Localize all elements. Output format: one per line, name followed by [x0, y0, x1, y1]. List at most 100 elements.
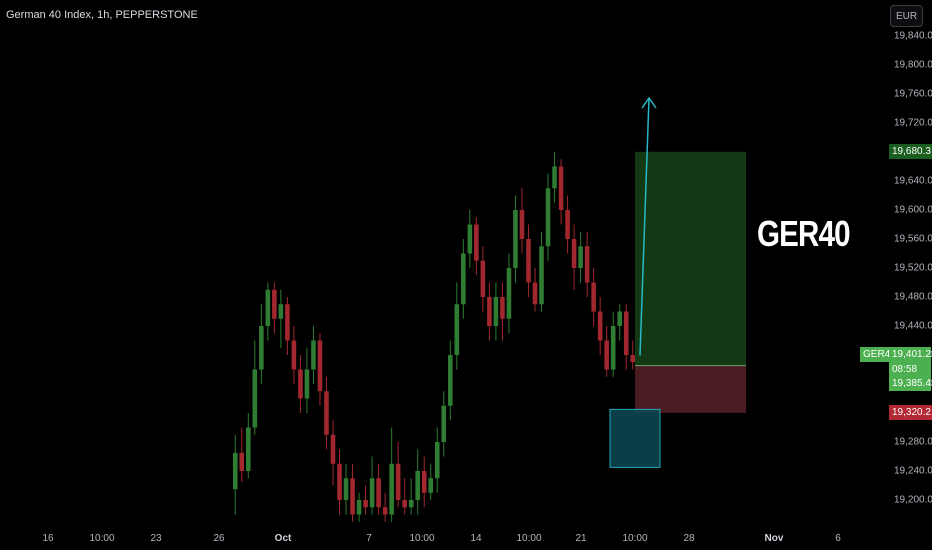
candle-body: [232, 452, 238, 490]
currency-button[interactable]: EUR: [890, 5, 923, 27]
price-chart[interactable]: [0, 0, 858, 524]
candle-body: [519, 210, 525, 239]
candle-body: [441, 405, 447, 442]
price-tick-label: 19,800.0: [894, 59, 932, 71]
candle-body: [246, 427, 251, 471]
candle-body: [324, 391, 329, 435]
price-tick-label: 19,440.0: [894, 320, 932, 332]
current-price-tag: 19,401.2: [889, 346, 931, 362]
time-tick-label: 23: [150, 533, 162, 544]
time-axis[interactable]: 16 10:00 23 26 Oct 7 10:00 14 10:00 21 10:00 28 Nov 6: [0, 524, 858, 550]
price-tick-label: 19,720.0: [894, 117, 932, 129]
candle-body: [363, 500, 368, 508]
candle-body: [539, 246, 544, 305]
price-tick-label: 19,480.0: [894, 291, 932, 303]
candle-body: [291, 340, 297, 370]
price-tick-label: 19,640.0: [894, 175, 932, 187]
candle-body: [584, 246, 590, 283]
candle-body: [259, 326, 264, 370]
price-tick-label: 19,240.0: [894, 465, 932, 477]
candle-body: [480, 260, 486, 297]
price-tick-label: 19,520.0: [894, 262, 932, 274]
candle-body: [467, 224, 473, 254]
candle-body: [532, 282, 538, 305]
candle-body: [552, 166, 557, 189]
price-tick-label: 19,280.0: [894, 436, 932, 448]
time-tick-label: 21: [575, 533, 587, 544]
candle-body: [415, 471, 420, 500]
candle-body: [428, 478, 434, 493]
candle-body: [513, 210, 518, 268]
candle-body: [265, 289, 271, 326]
price-tick-label: 19,760.0: [894, 88, 932, 100]
long-position-loss-zone[interactable]: [635, 365, 746, 413]
candle-body: [558, 166, 564, 210]
candle-body: [298, 369, 303, 399]
price-tick-label: 19,840.0: [894, 30, 932, 42]
candle-body: [304, 369, 310, 399]
time-tick-label: 16: [42, 533, 54, 544]
projection-arrow-head: [641, 96, 657, 109]
candle-body: [350, 478, 355, 515]
projection-arrow-line[interactable]: [639, 97, 650, 356]
candle-body: [239, 452, 245, 471]
entry-price-tag: 19,385.4: [889, 376, 931, 392]
price-tick-label: 19,560.0: [894, 233, 932, 245]
time-tick-label: 6: [835, 533, 841, 544]
price-tick-label: 19,200.0: [894, 494, 932, 506]
time-tick-label: Oct: [274, 533, 292, 544]
candle-body: [389, 463, 394, 515]
candle-body: [408, 500, 414, 508]
candle-body: [356, 500, 362, 515]
candle-body: [610, 326, 616, 370]
candle-body: [252, 369, 258, 428]
candle-body: [337, 463, 342, 500]
time-tick-label: 10:00: [622, 533, 648, 544]
highlight-box[interactable]: [609, 408, 661, 468]
time-tick-label: Nov: [764, 533, 784, 544]
candle-body: [617, 311, 622, 326]
candle-body: [402, 500, 407, 508]
candle-body: [474, 224, 479, 261]
candle-body: [448, 355, 453, 406]
candlestick-series: [232, 152, 636, 522]
candle-body: [506, 268, 512, 319]
candle-body: [317, 340, 323, 392]
time-tick-label: 10:00: [89, 533, 115, 544]
candle-body: [545, 188, 551, 247]
candle-body: [395, 463, 401, 500]
candle-body: [571, 239, 577, 268]
candle-body: [623, 311, 629, 355]
candle-body: [578, 246, 583, 268]
candle-body: [330, 434, 336, 464]
candle-body: [421, 471, 427, 493]
candle-body: [343, 478, 349, 500]
countdown-tag: 08:58: [889, 361, 931, 377]
candle-body: [278, 304, 284, 319]
candle-body: [376, 478, 381, 508]
price-tick-label: 19,600.0: [894, 204, 932, 216]
long-position-profit-zone[interactable]: [635, 151, 746, 366]
stop-price-tag: 19,320.2: [889, 405, 932, 421]
candle-body: [454, 304, 460, 355]
time-tick-label: 26: [213, 533, 225, 544]
time-tick-label: 14: [470, 533, 482, 544]
candle-body: [461, 253, 466, 305]
candle-body: [369, 478, 375, 508]
candle-body: [565, 210, 570, 239]
target-price-tag: 19,680.3: [889, 144, 932, 160]
time-tick-label: 10:00: [516, 533, 542, 544]
candle-body: [630, 355, 636, 363]
candle-body: [382, 507, 388, 515]
time-tick-label: 28: [683, 533, 695, 544]
candle-body: [311, 340, 316, 370]
candle-body: [487, 297, 492, 326]
candle-body: [500, 297, 505, 319]
candle-body: [493, 297, 499, 326]
candle-body: [591, 282, 596, 312]
chart-annotation-text[interactable]: GER40: [757, 213, 851, 254]
price-axis[interactable]: 19,840.019,800.019,760.019,720.019,680.0…: [858, 0, 932, 524]
candle-body: [597, 311, 603, 341]
time-tick-label: 7: [366, 533, 372, 544]
symbol-title: German 40 Index, 1h, PEPPERSTONE: [6, 9, 198, 21]
